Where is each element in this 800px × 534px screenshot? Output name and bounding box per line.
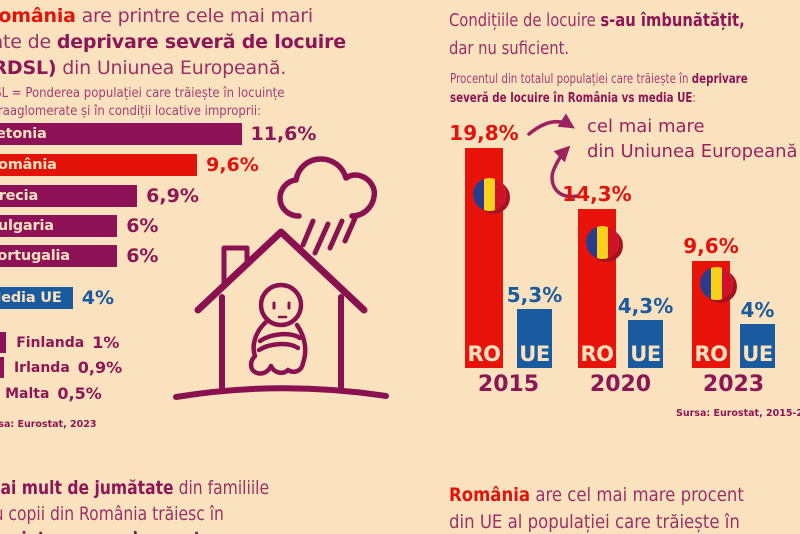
- bar-value-letonia: 11,6%: [250, 123, 317, 145]
- bar-name-ue-2015: UE: [519, 341, 550, 366]
- bar-value-bulgaria: 6%: [126, 215, 159, 237]
- row-letonia: Letonia 11,6%: [0, 123, 316, 145]
- left-chart-source: Sursa: Eurostat, 2023: [0, 419, 97, 430]
- left-title-line3: (RDSL) din Uniunea Europeană.: [0, 57, 287, 79]
- bar-value-media-ue: 4%: [81, 287, 115, 309]
- right-heading-line2: dar nu suficient.: [449, 37, 570, 59]
- bar-rom-nia: România: [0, 154, 198, 176]
- bar-label-finlanda: Finlanda: [16, 334, 85, 351]
- row-malta: Malta 0,5%: [0, 383, 102, 404]
- row-bulgaria: Bulgaria 6%: [0, 215, 158, 237]
- bar-letonia: Letonia: [0, 123, 242, 145]
- bar-grecia: Grecia: [0, 185, 138, 207]
- bottom-right-text: România are cel mai mare procent din UE …: [449, 484, 744, 533]
- bar-value-portugalia: 6%: [126, 245, 159, 267]
- romania-flag-badge-2020: [586, 226, 619, 260]
- romania-highlight: România: [0, 5, 76, 27]
- bar-label-irlanda: Irlanda: [13, 359, 70, 376]
- right-subtitle: Procentul din totalul populației care tr…: [450, 72, 748, 106]
- romania-flag-badge-2015: [473, 177, 506, 211]
- bar-name-ro-2020: RO: [580, 341, 614, 366]
- bar-label-rom-nia: România: [0, 157, 57, 173]
- left-title-line2: rate de deprivare severă de locuire: [0, 31, 346, 53]
- bar-ue-2023: UE: [740, 323, 775, 368]
- rdsl-definition-note: RDSL = Ponderea populației care trăiește…: [0, 86, 285, 119]
- value-ro-2020: 14,3%: [562, 182, 632, 207]
- row-portugalia: Portugalia 6%: [0, 245, 158, 267]
- bar-ue-2020: UE: [628, 320, 663, 368]
- row-irlanda: Irlanda 0,9%: [0, 357, 122, 378]
- bar-value-irlanda: 0,9%: [77, 358, 123, 377]
- bar-media-ue: Media UE: [0, 287, 73, 309]
- bar-label-letonia: Letonia: [0, 126, 47, 142]
- year-2020: 2020: [589, 372, 652, 397]
- bar-name-ue-2023: UE: [742, 341, 773, 366]
- bar-value-finlanda: 1%: [92, 333, 120, 352]
- romania-flag-badge-2023: [700, 267, 733, 301]
- bar-ue-2015: UE: [517, 309, 552, 368]
- value-ro-2015: 19,8%: [449, 121, 519, 146]
- year-2015: 2015: [477, 372, 540, 397]
- romania-highlight: România: [449, 484, 531, 506]
- left-bar-chart: Letonia 11,6% România 9,6% Grecia 6,9% Bulgari…: [0, 123, 316, 404]
- bar-value-rom-nia: 9,6%: [206, 154, 259, 176]
- bar-value-malta: 0,5%: [57, 384, 102, 403]
- bar-name-ro-2023: RO: [694, 341, 728, 366]
- row-rom-nia: România 9,6%: [0, 154, 259, 176]
- bar-portugalia: Portugalia: [0, 245, 118, 267]
- value-ue-2020: 4,3%: [617, 294, 674, 319]
- year-2023: 2023: [702, 372, 765, 397]
- row-grecia: Grecia 6,9%: [0, 185, 199, 207]
- row-media-ue: Media UE 4%: [0, 287, 114, 309]
- bar-value-grecia: 6,9%: [146, 185, 199, 207]
- bar-name-ue-2020: UE: [630, 341, 661, 366]
- bar-label-grecia: Grecia: [0, 188, 39, 204]
- value-ue-2015: 5,3%: [506, 283, 563, 308]
- row-finlanda: Finlanda 1%: [0, 332, 119, 353]
- value-ro-2023: 9,6%: [683, 234, 739, 259]
- bar-label-media-ue: Media UE: [0, 290, 62, 306]
- bar-label-malta: Malta: [5, 385, 50, 402]
- bar-label-bulgaria: Bulgaria: [0, 218, 54, 234]
- bar-label-portugalia: Portugalia: [0, 248, 70, 264]
- value-ue-2023: 4%: [740, 297, 775, 322]
- left-title-line1: România are printre cele mai mari: [0, 3, 346, 29]
- bar-finlanda: [0, 332, 7, 353]
- annotation-largest-in-eu: cel mai mare din Uniunea Europeană: [587, 116, 798, 162]
- right-heading: Condițiile de locuire s-au îmbunătățit, …: [449, 7, 745, 62]
- left-title: România are printre cele mai mari rate d…: [0, 3, 346, 81]
- bar-bulgaria: Bulgaria: [0, 215, 118, 237]
- right-chart-source: Sursa: Eurostat, 2015-2023: [676, 408, 800, 419]
- bottom-left-text: Mai mult de jumătate din familiile cu co…: [0, 477, 270, 534]
- right-heading-line1: Condițiile de locuire s-au îmbunătățit,: [449, 10, 745, 31]
- bar-irlanda: [0, 357, 4, 378]
- bar-name-ro-2015: RO: [467, 341, 501, 366]
